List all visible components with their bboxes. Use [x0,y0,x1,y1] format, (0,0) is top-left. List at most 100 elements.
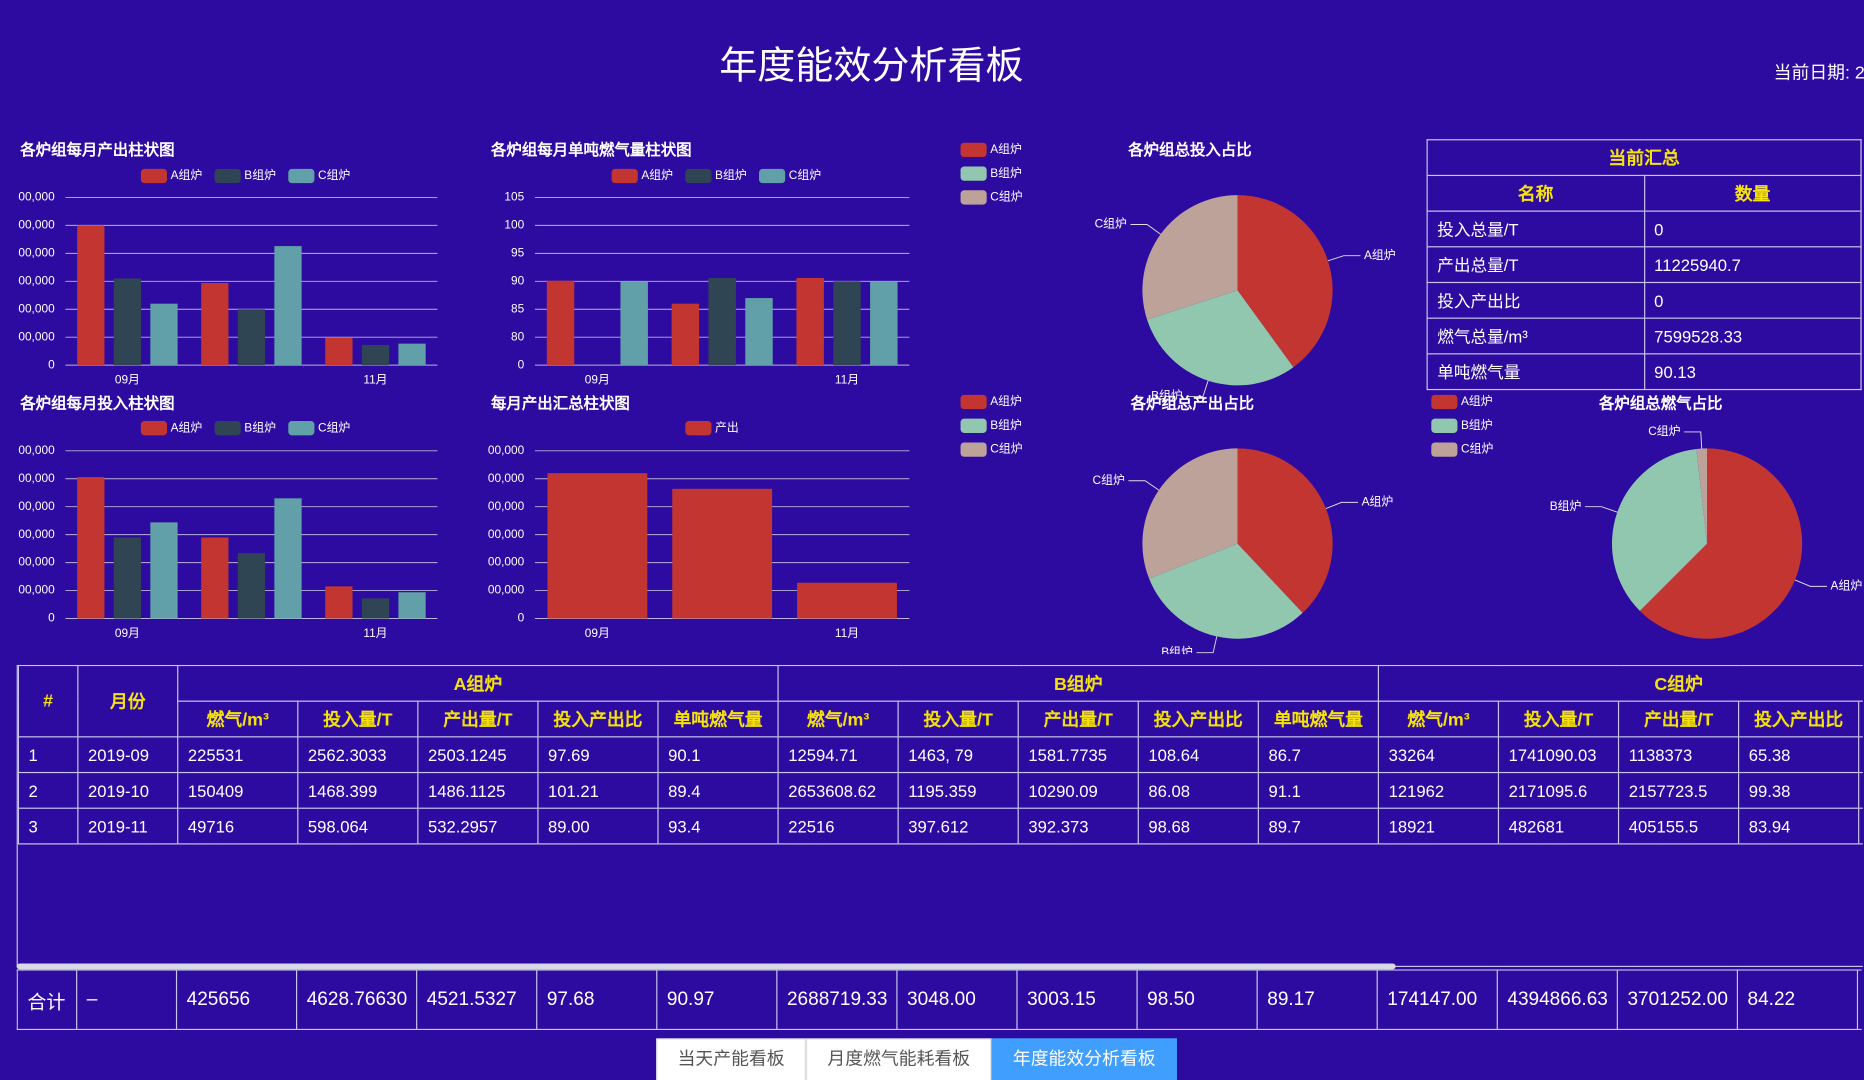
total-cell: – [76,969,178,1031]
column-header: 单吨燃气量 [657,700,779,738]
table-row: 单吨燃气量 90.13 [1426,353,1862,391]
bar [620,281,648,366]
tab-button[interactable]: 月度燃气能耗看板 [806,1038,992,1080]
total-cell: 4521.5327 [416,969,538,1031]
pie-slice [1639,448,1803,639]
table-cell: 2157723.5 [1618,771,1740,809]
legend-swatch [685,421,712,436]
y-tick-label: 00,000 [18,329,55,343]
leader-line [1128,480,1160,491]
legend-swatch [960,142,987,158]
leader-line [1130,224,1161,235]
column-header: 燃气/m³ [1377,700,1500,738]
table-cell: 0 [1643,210,1862,248]
table-cell: 1195.359 [897,771,1019,809]
legend-label: B组炉 [244,168,276,182]
y-tick-label: 00,000 [488,527,525,541]
bar [274,498,302,619]
table-cell: 10290.09 [1017,771,1139,809]
group-header: A组炉 [177,664,779,702]
table-cell: 1468.399 [297,771,419,809]
legend-swatch [140,168,168,184]
table-cell: 2653608.62 [777,771,899,809]
legend-label: C组炉 [789,168,821,182]
table-cell: 1741090.03 [1497,736,1620,774]
y-tick-label: 80 [511,329,525,343]
y-tick-label: 100 [504,218,524,232]
scrollbar[interactable] [16,963,1396,970]
pie-slice [1142,448,1238,579]
table-row: 当前汇总 [1426,139,1862,177]
bar [201,282,229,366]
table-cell: 33264 [1377,736,1500,774]
column-header: 数量 [1643,174,1862,212]
pie-slice [1696,448,1708,544]
page-title: 年度能效分析看板 [719,44,1024,87]
column-header: 投入量/T [897,700,1019,738]
total-cell: 425656 [175,969,298,1031]
total-cell: 174147.00 [1376,969,1498,1031]
table-cell: 投入产出比 [1426,281,1645,319]
y-tick-label: 00,000 [488,499,525,513]
chart-title: 各炉组每月产出柱状图 [19,140,174,159]
table-row: 产出总量/T 11225940.7 [1426,246,1862,284]
x-tick-label: 11月 [835,626,859,640]
pie-slice [1147,290,1294,386]
bar [745,298,773,366]
y-tick-label: 00,000 [18,245,55,259]
chart-title: 各炉组总投入占比 [1127,140,1251,159]
legend-swatch [1431,442,1458,457]
table-cell: 108.64 [1137,736,1259,774]
total-cell: 4394866.63 [1496,969,1618,1031]
table-cell: 49716 [177,807,299,845]
table-cell: 2019-10 [77,771,179,809]
leader-line [1794,579,1827,587]
bar [113,537,142,619]
table-cell: 598.064 [297,807,419,845]
bar [796,277,824,366]
y-tick-label: 00,000 [488,443,525,457]
bar [150,522,178,619]
legend-swatch [214,421,241,436]
y-tick-label: 0 [48,357,55,371]
pie-slice [1237,195,1333,368]
table-cell: 482681 [1497,807,1620,845]
table-row: 1 2019-09 225531 2562.3033 2503.1245 97.69 90.… [17,736,1863,774]
table-cell: 1138373 [1618,736,1740,774]
legend-swatch [960,418,987,433]
total-cell: 2688719.33 [776,969,898,1031]
table-row: 名称 数量 [1426,174,1862,212]
detail-table: # 月份 A组炉 B组炉 C组炉 燃气/m³ 投入量/T 产出量/T 投入产出比 单吨燃气量 燃气/… [17,664,1863,845]
column-header: 单吨燃气量 [1257,700,1380,738]
legend-label: A组炉 [990,394,1022,408]
bar [833,281,861,366]
legend-swatch [288,421,315,436]
group-header: B组炉 [777,664,1380,702]
total-cell: 90.97 [656,969,778,1031]
table-cell: 89.7 [1257,807,1380,845]
table-row: 2 2019-10 150409 1468.399 1486.1125 101.21 89.… [17,771,1863,809]
y-tick-label: 00,000 [18,443,55,457]
table-cell: 1463, 79 [897,736,1019,774]
legend-label: A组炉 [171,168,203,182]
table-cell: 99.38 [1738,771,1860,809]
leader-line [1327,255,1361,262]
bar [361,345,390,366]
tab-button[interactable]: 当天产能看板 [656,1038,807,1080]
table-cell: 1581.7735 [1017,736,1139,774]
tab-button[interactable]: 年度能效分析看板 [991,1038,1177,1080]
y-tick-label: 00,000 [18,273,55,287]
y-tick-label: 00,000 [488,471,525,485]
legend-label: C组炉 [318,420,350,434]
bar [237,309,266,366]
column-header: 投入量/T [1497,700,1620,738]
table-row: 燃气总量/m³ 7599528.33 [1426,317,1862,355]
total-cell: 3048.00 [896,969,1018,1031]
table-cell: 225531 [177,736,299,774]
legend-label: B组炉 [990,418,1022,432]
bar [672,488,773,619]
table-cell: 2019-11 [77,807,179,845]
table-cell: 101.21 [537,771,659,809]
total-cell: 3701252.00 [1616,969,1738,1031]
total-cell: 84.22 [1736,969,1859,1031]
